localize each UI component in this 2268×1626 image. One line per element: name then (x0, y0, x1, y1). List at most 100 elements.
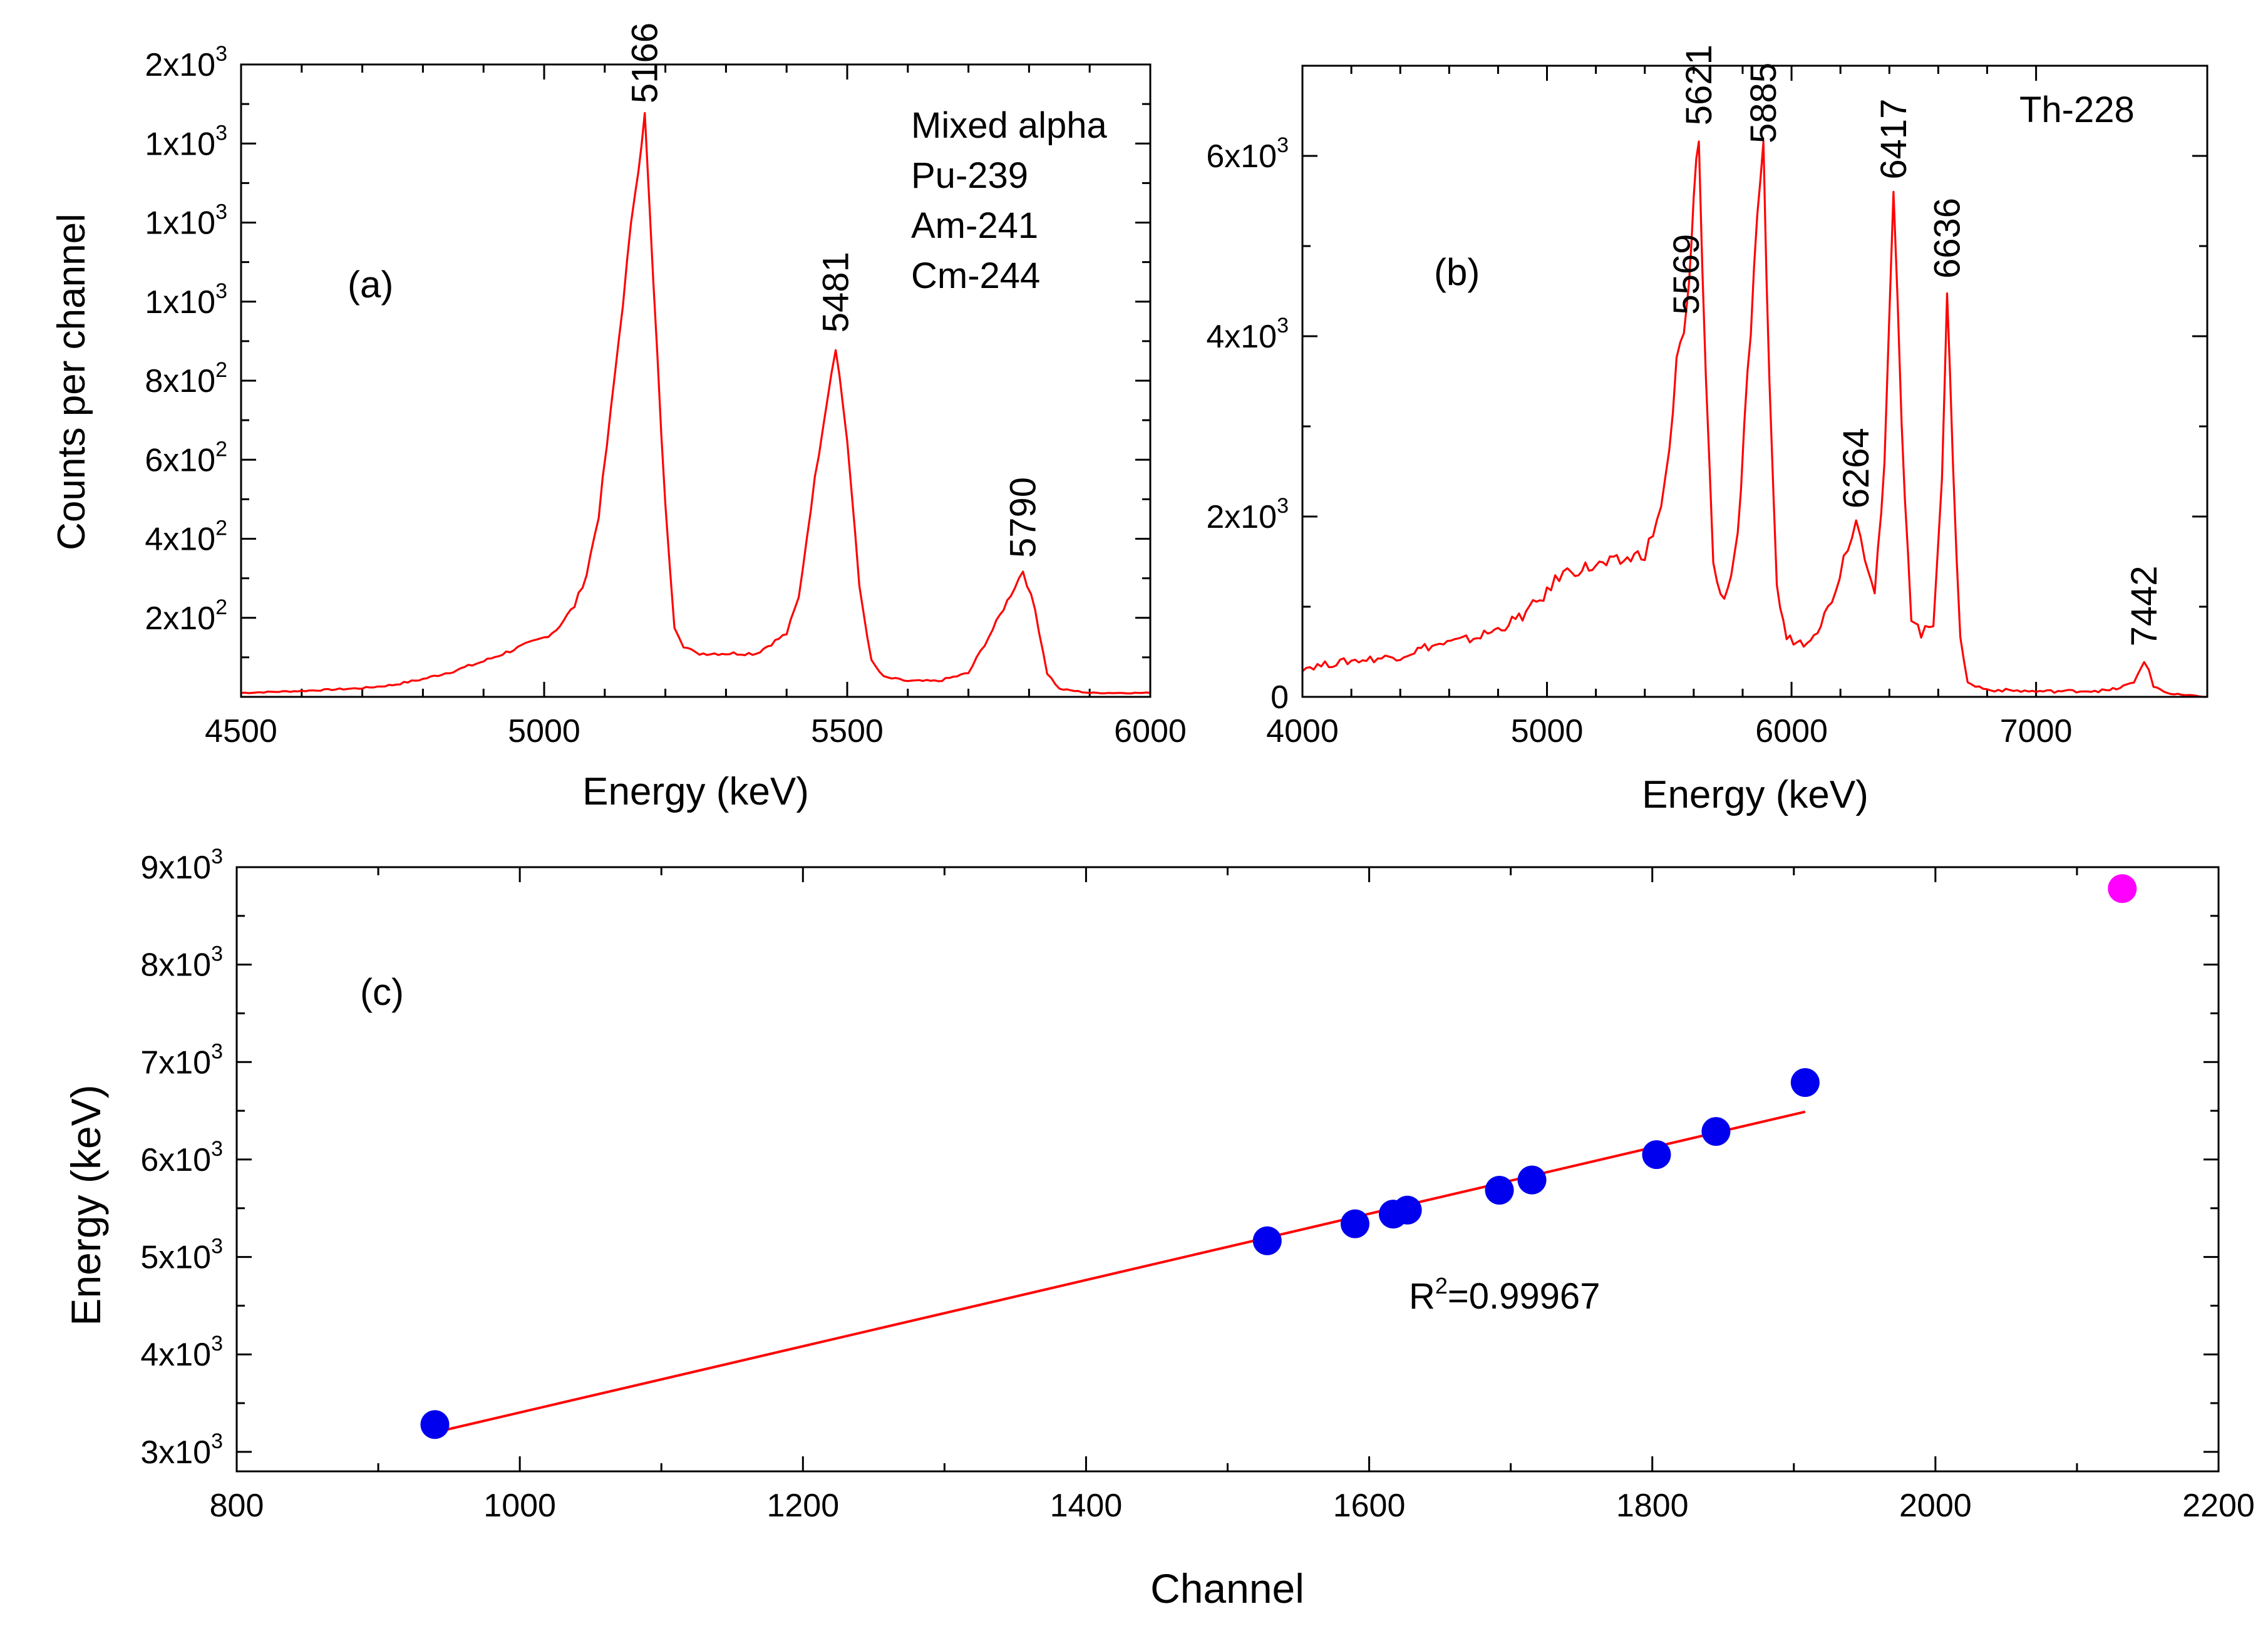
panel-a-y-tick-label: 1x103 (145, 279, 227, 321)
panel-b-x-axis-label: Energy (keV) (1642, 773, 1869, 816)
panel-c-y-tick-mantissa: 3x10 (140, 1434, 211, 1471)
panel-a-series (240, 112, 1151, 695)
panel-a-y-tick-exponent: 3 (215, 42, 227, 66)
panel-c-x-tick-label: 1400 (1050, 1488, 1123, 1524)
panel-a-y-tick-mantissa: 1x10 (145, 284, 215, 321)
panel-a-y-tick-mantissa: 2x10 (145, 600, 215, 637)
panel-b-y-tick-mantissa: 4x10 (1206, 319, 1277, 355)
panel-a-y-tick-exponent: 2 (215, 358, 227, 382)
panel-b-y-tick-mantissa: 0 (1271, 679, 1289, 716)
panel-c-y-tick-label: 9x103 (140, 845, 223, 886)
panel-a-peak-label: 5166 (625, 23, 666, 103)
panel-a-x-axis-label: Energy (keV) (582, 770, 809, 813)
panel-a-y-tick-label: 4x102 (145, 517, 227, 558)
panel-c-data-point (1790, 1068, 1820, 1097)
panel-c-y-tick-mantissa: 8x10 (140, 947, 211, 984)
panel-c-x-tick-label: 1800 (1616, 1488, 1689, 1524)
panel-a-y-tick-label: 1x103 (145, 200, 227, 242)
panel-b-y-tick-mantissa: 2x10 (1206, 499, 1277, 535)
panel-c-y-tick-mantissa: 7x10 (140, 1044, 211, 1081)
panel-c-x-axis-label: Channel (1150, 1565, 1304, 1612)
panel-b-y-tick-exponent: 3 (1277, 133, 1289, 157)
panel-c-y-tick-exponent: 3 (211, 1332, 223, 1356)
panel-a-y-tick-exponent: 3 (215, 279, 227, 303)
panel-a-spectrum-line (240, 112, 1151, 695)
panel-b-spectrum-line (1301, 140, 2207, 698)
panel-c-y-tick-label: 6x103 (140, 1137, 223, 1178)
panel-b-peak-label: 5885 (1743, 63, 1784, 143)
panel-b-peak-label: 6636 (1927, 198, 1967, 279)
panel-c-x-tick-label: 1000 (483, 1488, 556, 1524)
panel-a-y-tick-label: 1x103 (145, 121, 227, 162)
panel-c-data-point (1340, 1209, 1369, 1238)
panel-a-y-tick-label: 8x102 (145, 358, 227, 399)
panel-c-calibration: 800 1000 1200 1400 1600 1800 2000 22003x1034x10… (63, 845, 2255, 1612)
panel-a-x-tick-label: 6000 (1114, 713, 1187, 749)
panel-b-y-tick-exponent: 3 (1277, 314, 1289, 337)
panel-a-legend-line-3: Am-241 (911, 205, 1038, 246)
panel-c-data-point (1642, 1140, 1671, 1170)
panel-c-r2-base: R (1409, 1276, 1435, 1317)
panel-a-y-tick-label: 2x103 (145, 42, 227, 83)
panel-c-panel-label: (c) (360, 971, 404, 1013)
panel-c-y-tick-mantissa: 9x10 (140, 850, 211, 886)
panel-a-x-tick-label: 5500 (811, 713, 884, 749)
panel-a-ticks: 4500 5000 5500 60002x1024x1026x1028x1021x10… (145, 42, 1187, 749)
panel-c-y-tick-exponent: 3 (211, 942, 223, 966)
panel-b-y-tick-label: 6x103 (1206, 133, 1289, 175)
panel-c-y-tick-exponent: 3 (211, 1235, 223, 1258)
panel-c-y-tick-exponent: 3 (211, 1429, 223, 1453)
panel-c-data-point (1485, 1175, 1514, 1205)
panel-a-y-tick-exponent: 3 (215, 121, 227, 145)
panel-c-y-tick-label: 8x103 (140, 942, 223, 984)
panel-a-y-tick-mantissa: 1x10 (145, 126, 215, 162)
panel-a-y-tick-exponent: 3 (215, 200, 227, 224)
panel-c-r2-sup: 2 (1435, 1273, 1448, 1299)
panel-b-y-tick-label: 4x103 (1206, 314, 1289, 355)
panel-c-x-tick-label: 800 (210, 1488, 264, 1524)
panel-b-y-tick-exponent: 3 (1277, 494, 1289, 518)
panel-a-y-tick-mantissa: 2x10 (145, 47, 215, 83)
panel-c-data-point (420, 1410, 450, 1439)
panel-b-peak-label: 5621 (1679, 44, 1719, 125)
panel-c-outlier-point (2108, 874, 2137, 903)
panel-a-y-tick-exponent: 2 (215, 595, 227, 619)
panel-a-peak-label: 5481 (816, 252, 857, 332)
panel-a-y-tick-exponent: 2 (215, 437, 227, 461)
panel-b-plot-frame (1301, 64, 2209, 698)
panel-a-spectrum: 4500 5000 5500 60002x1024x1026x1028x1021x10… (50, 23, 1187, 813)
panel-a-legend-line-4: Cm-244 (911, 255, 1040, 296)
panel-a-x-tick-label: 5000 (508, 713, 580, 749)
panel-a-y-tick-label: 2x102 (145, 595, 227, 637)
panel-a-x-tick-label: 4500 (205, 713, 277, 749)
panel-c-data-point (1393, 1195, 1422, 1225)
panel-c-y-tick-label: 3x103 (140, 1429, 223, 1471)
panel-c-y-tick-exponent: 3 (211, 1137, 223, 1161)
panel-c-ticks: 800 1000 1200 1400 1600 1800 2000 22003x1034x10… (140, 845, 2255, 1524)
panel-c-y-tick-label: 7x103 (140, 1039, 223, 1081)
panel-c-plot-frame (235, 866, 2220, 1473)
panel-a-panel-label: (a) (348, 264, 393, 306)
panel-c-x-tick-label: 1600 (1333, 1488, 1406, 1524)
panel-a-legend-line-2: Pu-239 (911, 155, 1028, 196)
panel-b-x-tick-label: 4000 (1266, 713, 1339, 749)
panel-b-legend-line-1: Th-228 (2019, 90, 2135, 130)
panel-c-y-axis-label: Energy (keV) (63, 1084, 109, 1325)
panel-b-y-tick-label: 0 (1271, 679, 1289, 716)
panel-a-y-tick-mantissa: 1x10 (145, 205, 215, 242)
panel-b-peak-label: 6417 (1874, 99, 1914, 180)
panel-a-legend-line-1: Mixed alpha (911, 105, 1107, 146)
panel-b-series (1301, 140, 2207, 698)
panel-c-data-point (1701, 1117, 1731, 1146)
panel-b-x-tick-label: 5000 (1511, 713, 1584, 749)
panel-a-plot-frame (240, 63, 1152, 698)
panel-c-fit-line (435, 1110, 1806, 1434)
panel-c-data-point (1252, 1226, 1282, 1255)
panel-a-y-tick-mantissa: 8x10 (145, 363, 215, 399)
panel-a-peak-label: 5790 (1003, 477, 1044, 558)
panel-b-peak-label: 7442 (2124, 565, 2165, 646)
panel-b-x-tick-label: 6000 (1755, 713, 1828, 749)
panel-c-y-tick-exponent: 3 (211, 845, 223, 868)
